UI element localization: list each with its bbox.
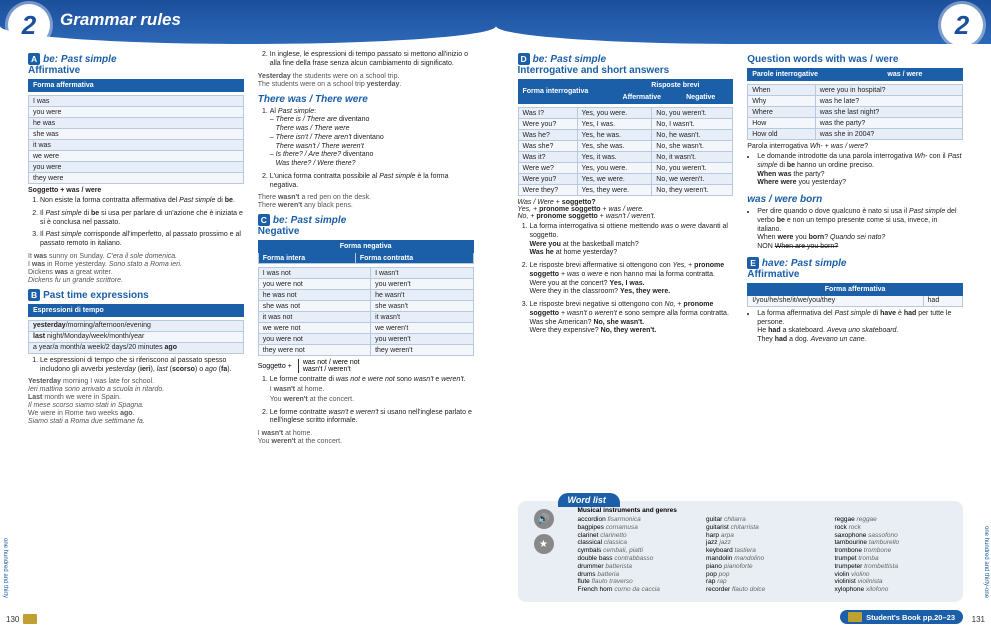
rules-c: Le forme contratte di was not e were not… (270, 376, 474, 426)
page-spread: 2 Grammar rules Abe: Past simpleAffirmat… (0, 0, 991, 628)
rules-b: Le espressioni di tempo che si riferisco… (40, 357, 244, 375)
wordlist-item: accordion fisarmonica (578, 516, 697, 524)
wordlist-item: double bass contrabbasso (578, 555, 697, 563)
wordlist-item: jazz jazz (706, 539, 825, 547)
soggetto-a: Soggetto + was / were (28, 187, 244, 194)
wordlist-item: rap rap (706, 578, 825, 586)
wordlist-item: bagpipes cornamusa (578, 524, 697, 532)
table-a-affirmative: Forma affermativa (28, 79, 244, 92)
rules-a: Non esiste la forma contratta affermativ… (40, 197, 244, 249)
wordlist-item: guitarist chitarrista (706, 524, 825, 532)
section-there-title: There was / There were (258, 94, 474, 105)
wordlist-item: cymbals cembali, piatti (578, 547, 697, 555)
wordlist-item: trumpet tromba (835, 555, 954, 563)
side-pagelabel-left: one hundred and thirty (2, 538, 8, 598)
wordlist-item: saxophone sassofono (835, 532, 954, 540)
right-col1: Dbe: Past simpleInterrogative and short … (518, 48, 734, 348)
left-col2: In inglese, le espressioni di tempo pass… (258, 48, 474, 446)
page-title: Grammar rules (60, 10, 181, 30)
table-e-have: Forma affermativa I/you/he/she/it/we/you… (747, 283, 963, 307)
audio-icon[interactable]: 🔊 (534, 509, 554, 529)
note-q: Parola interrogativa Wh- + was / were? (747, 143, 963, 150)
wordlist-box: Word list 🔊 ★ Musical instruments and ge… (518, 501, 964, 602)
rules-d: La forma interrogativa si ottiene metten… (530, 223, 734, 336)
page-number-right: 131 (972, 615, 985, 624)
section-born-title: was / were born (747, 194, 963, 205)
rules-there: Al Past simple:– There is / There are di… (270, 108, 474, 191)
wordlist-item: drums batteria (578, 571, 697, 579)
wordlist-item: flute flauto traverso (578, 578, 697, 586)
wordlist-item: rock rock (835, 524, 954, 532)
unit-badge: 2 (8, 4, 50, 46)
wordlist-item: reggae reggae (835, 516, 954, 524)
rules-q: Le domande introdotte da una parola inte… (757, 153, 963, 188)
note-d: Was / Were + soggetto?Yes, + pronome sog… (518, 199, 734, 220)
wordlist-item: French horn corno da caccia (578, 586, 697, 594)
page-left: 2 Grammar rules Abe: Past simpleAffirmat… (0, 0, 496, 628)
unit-number: 2 (22, 10, 36, 41)
wordlist-item: xylophone xilofono (835, 586, 954, 594)
wordlist-item: trumpeter trombettista (835, 563, 954, 571)
unit-badge-right: 2 (941, 4, 983, 46)
header-banner-right (496, 0, 991, 44)
section-b-title: BPast time expressions (28, 290, 244, 301)
wordlist-item: trombone trombone (835, 547, 954, 555)
section-a-title: Abe: Past simpleAffirmative (28, 54, 244, 76)
wordlist-item: piano pianoforte (706, 563, 825, 571)
wordlist-tab: Word list (558, 493, 620, 507)
table-b-time: Espressioni di tempo (28, 304, 244, 317)
book-icon (23, 614, 37, 624)
side-pagelabel-right: one hundred and thirty-one (983, 526, 989, 598)
wordlist-item: mandolin mandolino (706, 555, 825, 563)
wordlist-item: harp arpa (706, 532, 825, 540)
rules-born: Per dire quando o dove qualcuno è nato s… (757, 208, 963, 252)
section-e-title: Ehave: Past simpleAffirmative (747, 258, 963, 280)
table-d-interrogative: Forma interrogativaRisposte brevi Afferm… (518, 79, 734, 104)
star-icon[interactable]: ★ (534, 534, 554, 554)
wordlist-item: classical classica (578, 539, 697, 547)
wordlist-heading: Musical instruments and genres (578, 507, 954, 514)
table-q-words: Parole interrogativewas / were (747, 68, 963, 81)
wordlist-item: recorder flauto dolce (706, 586, 825, 594)
section-d-title: Dbe: Past simpleInterrogative and short … (518, 54, 734, 76)
section-c-title: Cbe: Past simpleNegative (258, 215, 474, 237)
left-col1: Abe: Past simpleAffirmative Forma afferm… (28, 48, 244, 446)
students-book-ref: Student's Book pp.20–23 (840, 610, 963, 624)
rule-b2: In inglese, le espressioni di tempo pass… (270, 51, 474, 69)
table-c-negative: Forma negativa Forma interaForma contrat… (258, 240, 474, 264)
book-icon (848, 612, 862, 622)
section-q-title: Question words with was / were (747, 54, 963, 65)
wordlist-item: violinist violinista (835, 578, 954, 586)
right-col2: Question words with was / were Parole in… (747, 48, 963, 348)
wordlist-item: clarinet clarinetto (578, 532, 697, 540)
wordlist-item: keyboard tastiera (706, 547, 825, 555)
rules-e: La forma affermativa del Past simple di … (757, 310, 963, 345)
wordlist-item: drummer batterista (578, 563, 697, 571)
page-number-left: 130 (6, 614, 37, 624)
wordlist-item: violin violino (835, 571, 954, 579)
wordlist-item: guitar chitarra (706, 516, 825, 524)
wordlist-item: pop pop (706, 571, 825, 579)
wordlist-item: tambourine tamburello (835, 539, 954, 547)
page-right: 2 Dbe: Past simpleInterrogative and shor… (496, 0, 991, 628)
soggetto-c: Soggetto +was not / were notwasn't / wer… (258, 359, 474, 373)
